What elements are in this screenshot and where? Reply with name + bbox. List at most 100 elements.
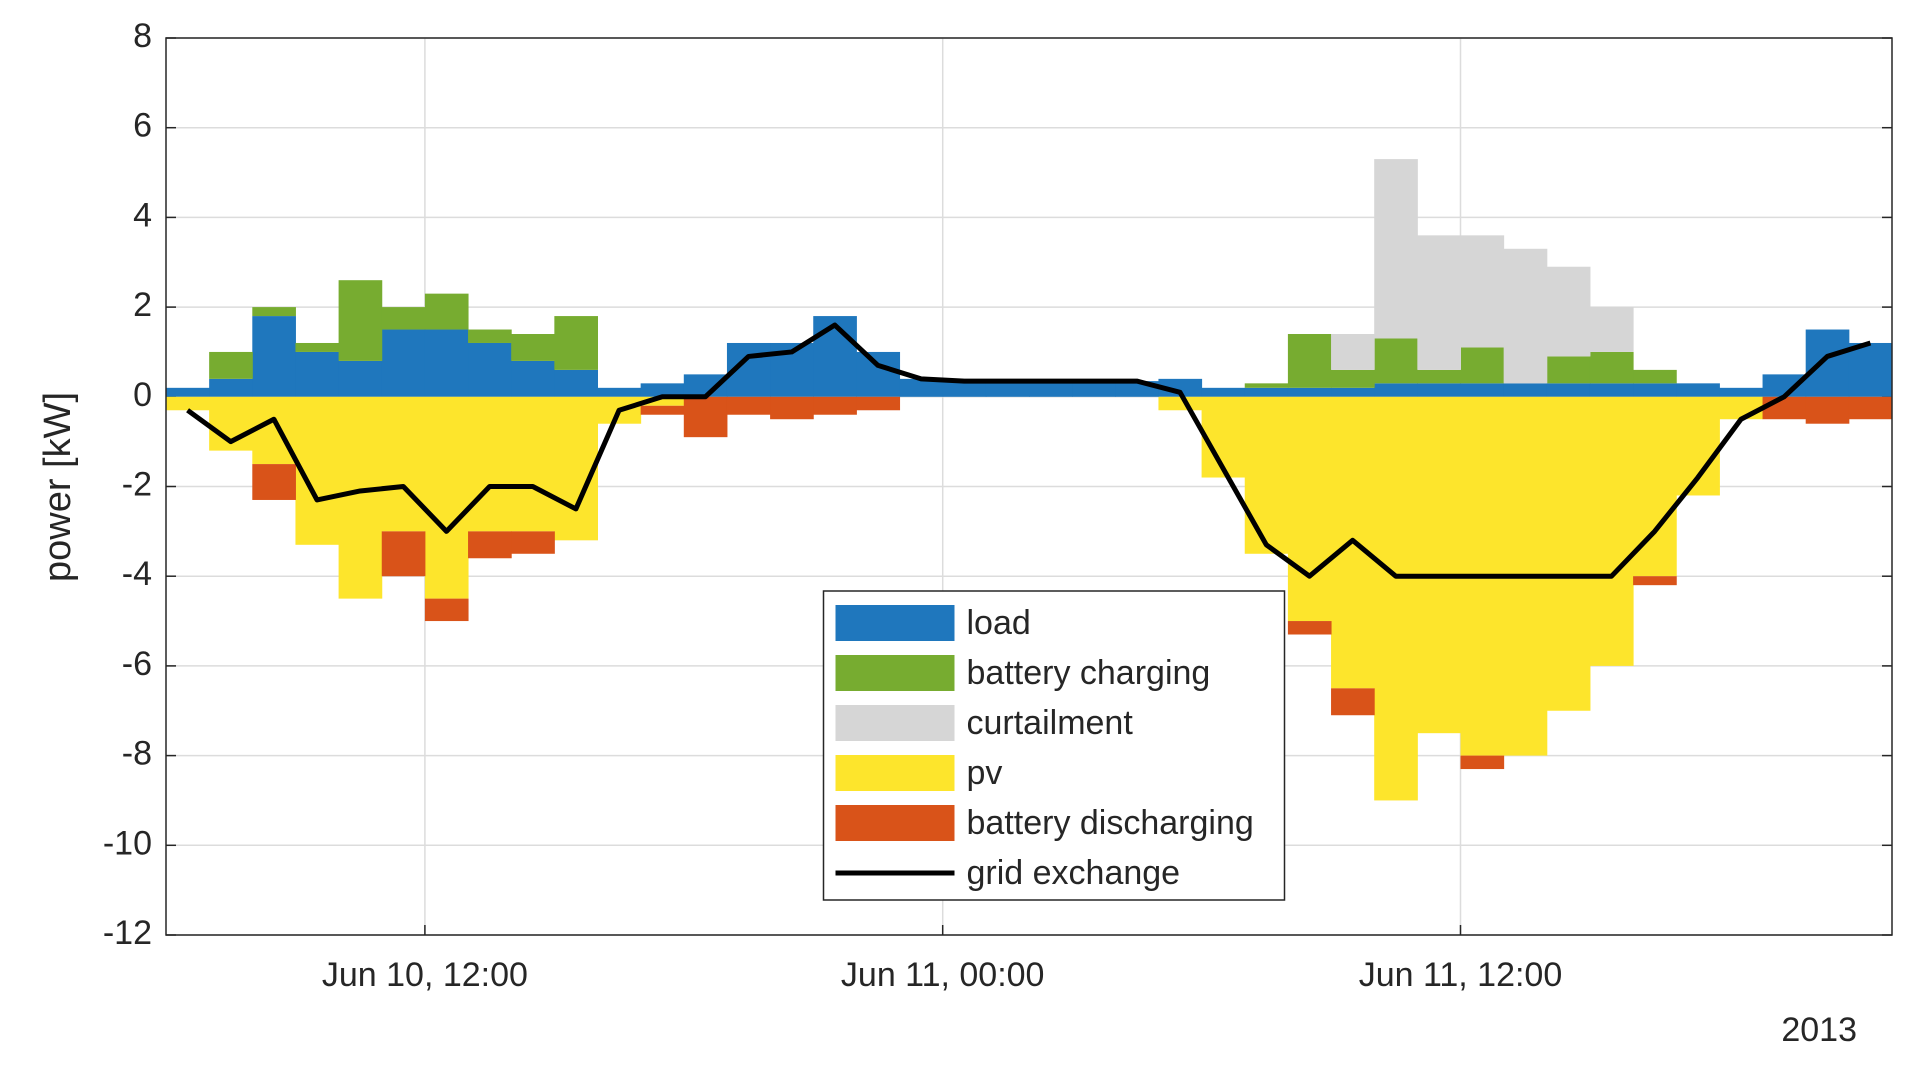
bar-segment [640,396,685,406]
y-tick-label: 6 [133,107,152,145]
bar-segment [1417,383,1461,397]
legend-swatch [835,805,955,841]
bar-segment [511,396,555,532]
bar-segment [554,396,598,541]
bar-segment [1460,347,1505,384]
bar-segment [1633,383,1677,397]
bar-segment [381,396,426,532]
y-tick-label: 0 [133,376,152,414]
y-tick-label: -10 [103,824,152,862]
bar-segment [813,316,857,397]
bar-segment [1676,383,1720,397]
bar-segment [1503,383,1548,397]
bar-segment [1589,396,1634,666]
bar-segment [381,531,426,577]
bar-segment [640,405,685,415]
bar-segment [381,307,426,330]
bar-segment [1460,383,1505,397]
y-tick-label: -2 [122,465,152,503]
bar-segment [1805,329,1850,397]
bar-segment [1201,387,1246,397]
bar-segment [468,396,512,532]
x-tick-label: Jun 11, 12:00 [1359,956,1563,994]
y-tick-label: 2 [133,286,152,324]
legend-label: load [967,604,1031,642]
bar-segment [468,329,512,343]
bar-segment [1374,396,1418,801]
bar-segment [1589,383,1634,397]
bar-segment [511,334,555,361]
legend-swatch [835,655,955,691]
y-axis-label: power [kW] [37,392,79,582]
bar-segment [511,360,555,397]
x-tick-label: Jun 10, 12:00 [322,956,528,994]
bar-segment [683,396,728,438]
bar-segment [1762,396,1807,420]
bar-segment [1503,248,1548,384]
bar-segment [1460,755,1505,770]
bar-segment [856,351,901,397]
y-tick-label: -4 [122,555,152,593]
bar-segment [1546,383,1591,397]
bar-segment [1244,396,1289,554]
bar-segment [1417,235,1461,370]
bar-segment [1417,396,1461,734]
bar-segment [468,531,512,559]
legend-label: battery discharging [967,804,1254,842]
bar-segment [1029,381,1073,397]
legend-label: curtailment [967,704,1134,742]
bar-segment [1244,387,1289,397]
bar-segment [554,369,598,397]
bar-segment [1546,356,1591,384]
bar-segment [1719,396,1764,420]
bar-segment [338,360,383,397]
bar-segment [1072,381,1116,397]
x-tick-label: Jun 11, 00:00 [841,956,1045,994]
bar-segment [166,396,210,411]
bar-segment [1287,621,1332,635]
bar-segment [1848,342,1893,397]
bar-segment [338,396,383,599]
grid-exchange-line [186,322,1872,579]
bar-segment [424,293,469,330]
bar-segment [1417,369,1461,384]
bar-segment [1331,387,1375,397]
bar-segment [1460,235,1505,348]
bar-segment [1719,387,1764,397]
legend-box [822,590,1286,901]
legend-swatch [835,605,955,641]
bar-segment [554,316,598,370]
bar-segment [856,396,901,411]
bar-segment [726,396,771,415]
legend-label: grid exchange [967,854,1181,892]
bar-segment [899,378,944,397]
bar-segment [640,383,685,397]
bar-segment [424,598,469,622]
legend-swatch [835,705,955,741]
y-tick-label: 8 [133,17,152,55]
bar-segment [338,280,383,361]
y-tick-label: -8 [122,735,152,773]
bar-segment [1374,338,1418,384]
bar-segment [252,307,296,317]
bar-segment [209,378,253,397]
legend: load battery charging curtailment pv battery… [822,590,1286,901]
bar-segment [252,316,296,397]
bar-segment [1287,334,1332,388]
bar-segment [1374,159,1418,339]
bar-segment [252,396,296,465]
bar-segment [1158,378,1203,397]
plot-frame [165,37,1893,936]
bar-segment [1589,351,1634,384]
bar-segment [813,396,857,415]
bar-segment [942,381,987,397]
bar-segment [1546,396,1591,711]
y-tick-label: -6 [122,645,152,683]
bar-segment [511,531,555,554]
bar-segment [1805,396,1850,424]
bar-segment [295,342,340,352]
bar-segment [1331,369,1375,388]
bar-segment [1848,396,1893,420]
bar-segment [1287,396,1332,622]
